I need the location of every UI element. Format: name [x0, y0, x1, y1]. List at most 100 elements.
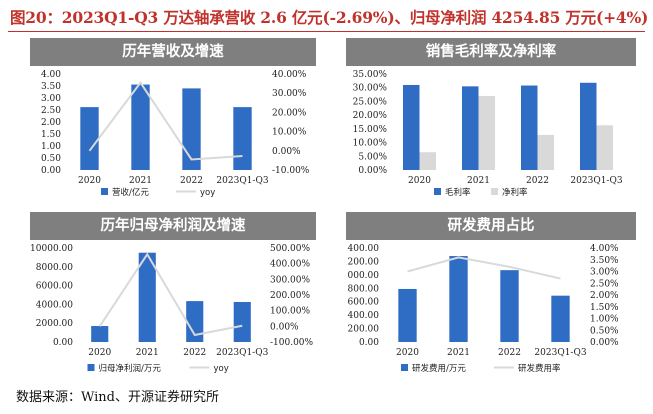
y-tick-label-left: 1.50 [41, 130, 61, 140]
series-line [88, 80, 243, 161]
bar [520, 85, 538, 170]
legend-label: yoy [200, 188, 215, 198]
series-line [98, 252, 243, 337]
bar [596, 125, 614, 170]
y-tick-label-left: 3.00 [41, 94, 61, 104]
bar [186, 301, 204, 342]
y-tick-label-right: 20.00% [272, 108, 307, 118]
y-tick-label-right: 400.00% [270, 260, 310, 270]
y-tick-label-right: 0.00% [270, 322, 299, 332]
y-tick-label-left: 400.00 [348, 311, 380, 321]
bar [419, 152, 437, 170]
y-tick-label-left: 10000.00 [30, 244, 73, 254]
y-tick-label-right: 30.00% [272, 89, 307, 99]
bar [461, 86, 479, 170]
bar [233, 302, 251, 342]
y-tick-label-left: 5.00% [358, 152, 387, 162]
y-tick-label-left: 20.00% [353, 111, 388, 121]
x-tick-label: 2021 [447, 348, 470, 358]
y-tick-label-left: 200.00 [348, 325, 380, 335]
bar [80, 107, 99, 170]
y-tick-label-left: 800.00 [348, 284, 380, 294]
y-tick-label-left: 600.00 [348, 298, 380, 308]
legend-label: 毛利率 [445, 187, 471, 198]
panel-net-profit: 历年归母净利润及增速 0.00 2000.00 4000.00 6000.00 8000… [30, 212, 316, 384]
chart-margin: 0.00% 5.00% 10.00% 15.00% 20.00% 25.00% 30.00%… [353, 70, 623, 198]
y-tick-label-left: 1200.00 [346, 257, 379, 267]
x-tick-label: 2020 [396, 348, 419, 358]
bar [91, 326, 109, 342]
y-tick-label-right: 2.50% [590, 279, 619, 289]
source-note: 数据来源：Wind、开源证券研究所 [16, 390, 219, 405]
panel-title: 研发费用占比 [346, 212, 636, 240]
chart-revenue: 0.00 0.50 1.00 1.50 2.00 2.50 3.00 3.50 4.00 -10.… [41, 70, 310, 198]
bar [398, 288, 417, 342]
x-tick-label: 2022 [183, 348, 206, 358]
x-tick-label: 2021 [136, 348, 159, 358]
legend-swatch [101, 188, 108, 195]
y-tick-label-left: 8000.00 [36, 263, 73, 273]
bar [402, 84, 420, 170]
y-tick-label-left: 2.00 [41, 118, 61, 128]
y-tick-label-left: 10.00% [353, 139, 388, 149]
x-tick-label: 2023Q1-Q3 [216, 348, 268, 358]
y-tick-label-right: 200.00% [270, 291, 310, 301]
legend-swatch [434, 188, 441, 195]
x-tick-label: 2020 [78, 176, 101, 186]
y-tick-label-left: 30.00% [353, 84, 388, 94]
series-line [407, 256, 561, 280]
y-tick-label-left: 3.50 [41, 82, 61, 92]
bar [138, 252, 156, 342]
bar [551, 295, 570, 342]
legend-swatch [491, 188, 498, 195]
chart-net-profit: 0.00 2000.00 4000.00 6000.00 8000.00 10000.00… [30, 244, 314, 374]
y-tick-label-right: 0.50% [590, 326, 619, 336]
y-tick-label-right: 0.00% [272, 147, 301, 157]
x-tick-label: 2020 [408, 176, 431, 186]
y-tick-label-left: 2.50 [41, 106, 61, 116]
x-tick-label: 2021 [129, 176, 152, 186]
x-tick-label: 2023Q1-Q3 [570, 176, 622, 186]
legend-swatch [87, 364, 95, 371]
bar [449, 256, 468, 342]
y-tick-label-right: 1.00% [590, 315, 619, 325]
x-tick-label: 2023Q1-Q3 [216, 176, 268, 186]
y-tick-label-left: 0.00 [359, 338, 379, 348]
y-tick-label-right: -100.00% [270, 338, 314, 348]
x-tick-label: 2022 [526, 176, 549, 186]
panel-title: 历年营收及增速 [30, 38, 316, 66]
bar [233, 107, 252, 170]
x-tick-label: 2023Q1-Q3 [534, 348, 586, 358]
legend-label: 营收/亿元 [112, 187, 149, 198]
legend-label: 研发费用/万元 [412, 363, 466, 374]
y-tick-label-right: 300.00% [270, 275, 310, 285]
y-tick-label-right: 2.00% [590, 291, 619, 301]
y-tick-label-right: 0.00% [590, 338, 619, 348]
y-tick-label-left: 0.00 [53, 338, 73, 348]
panel-margin: 销售毛利率及净利率 0.00% 5.00% 10.00% 15.00% 20.00% 25… [346, 38, 636, 208]
x-tick-label: 2020 [88, 348, 111, 358]
legend-label: yoy [214, 364, 229, 374]
legend-swatch [401, 364, 408, 371]
panel-title: 销售毛利率及净利率 [346, 38, 636, 66]
x-tick-label: 2021 [467, 176, 490, 186]
bar [131, 84, 150, 170]
y-tick-label-left: 4000.00 [36, 300, 73, 310]
y-tick-label-left: 2000.00 [36, 319, 73, 329]
bar [500, 270, 519, 342]
chart-rd: 0.00 200.00 400.00 600.00 800.00 1000.00 1200.… [346, 244, 619, 374]
y-tick-label-right: 10.00% [272, 128, 307, 138]
y-tick-label-left: 0.50 [41, 154, 61, 164]
panel-rd: 研发费用占比 0.00 200.00 400.00 600.00 800.00 1000.… [346, 212, 636, 384]
y-tick-label-right: 3.50% [590, 256, 619, 266]
title-divider [8, 31, 645, 32]
y-tick-label-left: 6000.00 [36, 282, 73, 292]
y-tick-label-left: 35.00% [353, 70, 388, 80]
x-tick-label: 2022 [498, 348, 521, 358]
y-tick-label-left: 25.00% [353, 97, 388, 107]
y-tick-label-right: 4.00% [590, 244, 619, 254]
bar [579, 82, 597, 170]
y-tick-label-right: 100.00% [270, 307, 310, 317]
x-tick-label: 2022 [180, 176, 203, 186]
y-tick-label-right: 40.00% [272, 70, 307, 80]
